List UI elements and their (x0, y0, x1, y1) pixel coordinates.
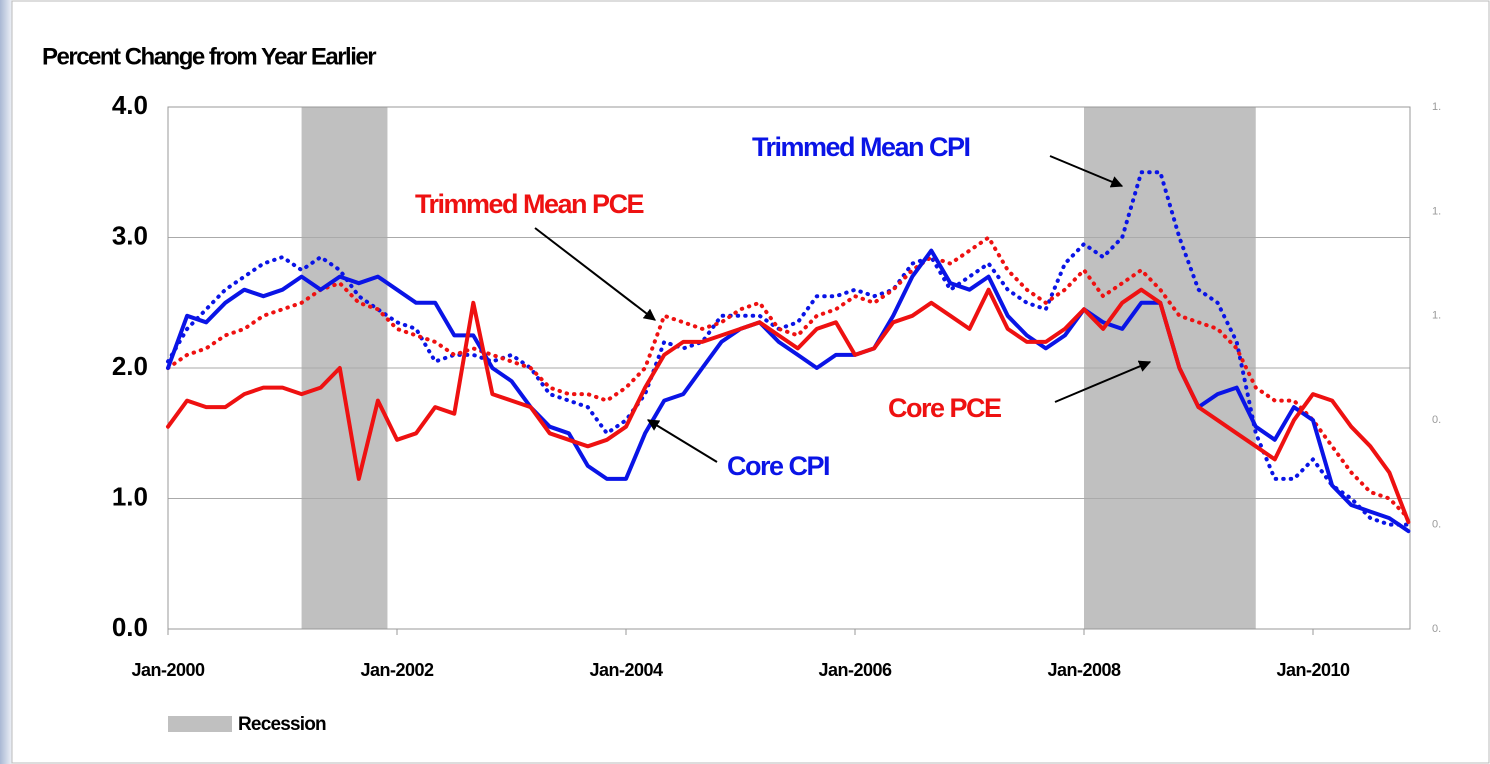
y-tick-label: 1.0 (112, 481, 148, 511)
series-line (166, 170, 1411, 527)
annotation: Trimmed Mean PCE (415, 189, 644, 219)
annotation: Trimmed Mean CPI (752, 132, 970, 162)
y-tick-label: 4.0 (112, 90, 148, 120)
annotation: Core PCE (888, 393, 1001, 423)
y2-tick-label: 0. (1432, 623, 1441, 635)
x-tick-label: Jan-2008 (1047, 660, 1121, 680)
x-tick-label: Jan-2000 (131, 660, 205, 680)
annotation-arrow (646, 419, 718, 463)
series-line (166, 287, 1411, 524)
frame (11, 0, 1490, 764)
y-tick-label: 3.0 (112, 220, 148, 250)
series-line (166, 235, 1411, 521)
x-tick-label: Jan-2002 (360, 660, 434, 680)
y2-tick-label: 0. (1432, 414, 1441, 426)
annotation-arrow (1049, 155, 1124, 188)
x-tick-label: Jan-2006 (818, 660, 892, 680)
y2-tick-label: 1. (1432, 310, 1441, 322)
y-tick-label: 2.0 (112, 351, 148, 381)
annotation-arrow (534, 227, 656, 321)
series-line (166, 248, 1411, 534)
chart-title: Percent Change from Year Earlier (42, 43, 376, 70)
y-tick-label: 0.0 (112, 612, 148, 642)
legend-label: Recession (238, 714, 326, 735)
annotation-arrow (1054, 360, 1152, 403)
x-tick-label: Jan-2010 (1276, 660, 1350, 680)
x-tick-label: Jan-2004 (589, 660, 663, 680)
slide-edge (0, 0, 12, 764)
y2-tick-label: 1. (1432, 101, 1441, 113)
legend-swatch (168, 716, 232, 732)
annotation: Core CPI (727, 451, 829, 481)
y2-tick-label: 1. (1432, 205, 1441, 217)
y2-tick-label: 0. (1432, 519, 1441, 531)
